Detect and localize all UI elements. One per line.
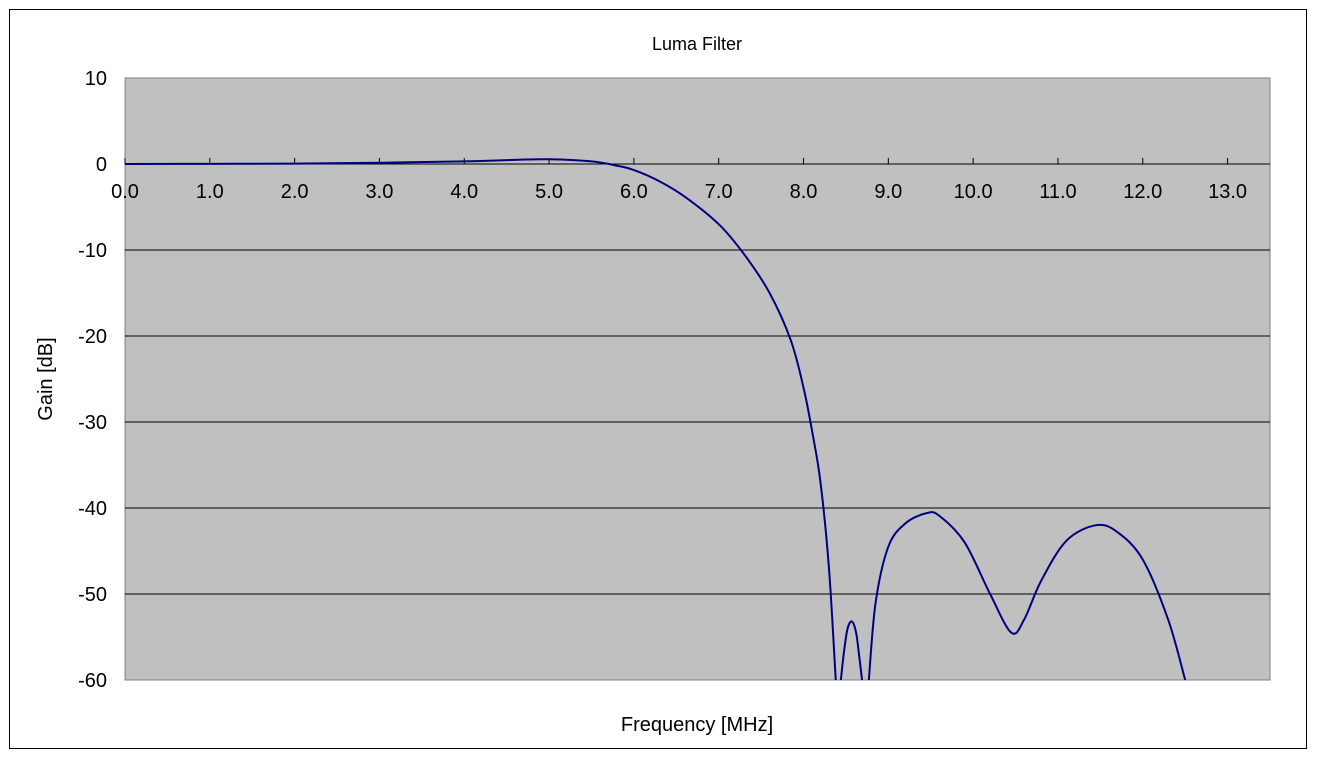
x-tick-label: 4.0	[450, 181, 478, 203]
y-tick-label: -20	[78, 326, 107, 348]
x-tick-label: 2.0	[281, 181, 309, 203]
x-tick-label: 12.0	[1123, 181, 1162, 203]
series-line	[124, 158, 837, 681]
series-line	[867, 511, 1187, 681]
y-tick-label: -10	[78, 240, 107, 262]
y-tick-label: -30	[78, 412, 107, 434]
series-layer	[124, 158, 1187, 681]
x-tick-label: 5.0	[535, 181, 563, 203]
series-line	[839, 620, 864, 681]
x-tick-label: 9.0	[874, 181, 902, 203]
luma-filter-chart: 10 0 -10 -20 -30 -40 -50 -60 0.0 1.0 2.0 3.0 4.0 5.0…	[35, 34, 1271, 736]
x-axis-tick-labels: 0.0 1.0 2.0 3.0 4.0 5.0 6.0 7.0 8.0 9.0 10.0 11.0 12…	[111, 181, 1247, 203]
y-tick-label: 10	[85, 68, 107, 90]
y-axis-tick-labels: 10 0 -10 -20 -30 -40 -50 -60	[78, 68, 107, 692]
x-tick-label: 3.0	[366, 181, 394, 203]
y-axis-label: Gain [dB]	[35, 337, 57, 420]
x-tick-label: 1.0	[196, 181, 224, 203]
y-tick-label: -50	[78, 584, 107, 606]
chart-frame: 10 0 -10 -20 -30 -40 -50 -60 0.0 1.0 2.0 3.0 4.0 5.0…	[9, 9, 1307, 749]
plot-area	[124, 77, 1271, 681]
x-tick-label: 6.0	[620, 181, 648, 203]
x-tick-label: 10.0	[954, 181, 993, 203]
y-tick-label: 0	[96, 154, 107, 176]
x-tick-label: 13.0	[1208, 181, 1247, 203]
x-tick-label: 0.0	[111, 181, 139, 203]
x-axis-label: Frequency [MHz]	[621, 714, 773, 736]
chart-title: Luma Filter	[652, 34, 742, 54]
x-tick-label: 7.0	[705, 181, 733, 203]
x-tick-label: 8.0	[790, 181, 818, 203]
x-tick-label: 11.0	[1039, 181, 1076, 203]
y-tick-label: -60	[78, 670, 107, 692]
y-tick-label: -40	[78, 498, 107, 520]
